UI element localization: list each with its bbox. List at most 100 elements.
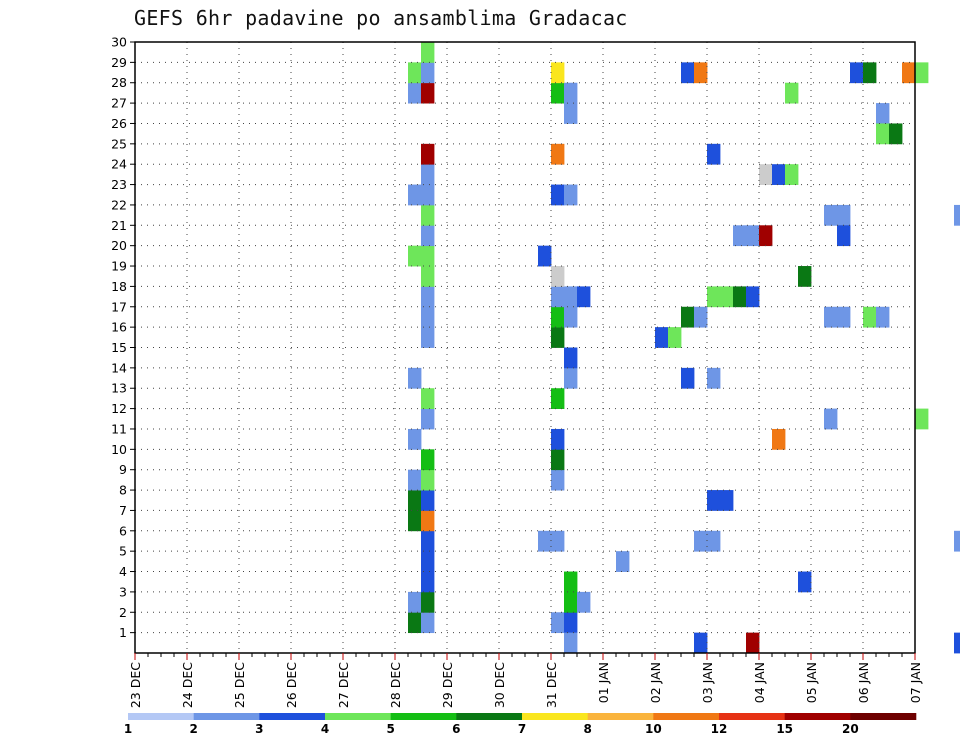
heatmap-cell — [551, 306, 565, 328]
heatmap-cell — [694, 62, 708, 84]
y-tick-label: 24 — [111, 157, 127, 172]
heatmap-cell — [577, 286, 591, 308]
colorbar-swatch — [587, 713, 654, 720]
y-tick-label: 25 — [111, 136, 127, 151]
y-tick-label: 12 — [111, 401, 127, 416]
heatmap-cell — [707, 490, 721, 511]
heatmap-cell — [551, 388, 565, 409]
heatmap-cell — [798, 571, 812, 593]
heatmap-cell — [772, 164, 786, 185]
heatmap-cell — [564, 591, 578, 613]
heatmap-cell — [863, 62, 877, 84]
x-tick-label: 23 DEC — [128, 662, 143, 708]
y-tick-label: 6 — [119, 523, 127, 538]
heatmap-cell — [837, 306, 851, 328]
heatmap-cell — [707, 367, 721, 389]
grid-lines — [135, 42, 915, 653]
heatmap-cell — [551, 266, 565, 287]
colorbar-swatch — [259, 713, 326, 720]
heatmap-cell — [408, 82, 422, 104]
heatmap-cell — [538, 530, 552, 552]
colorbar-label: 10 — [645, 722, 662, 736]
heatmap-cell — [824, 306, 838, 328]
heatmap-cell — [421, 469, 435, 491]
heatmap-cell — [733, 225, 747, 247]
x-tick-label: 04 JAN — [752, 662, 767, 703]
x-tick-label: 02 JAN — [648, 662, 663, 703]
x-tick-label: 01 JAN — [596, 662, 611, 703]
heatmap-cell — [681, 62, 695, 84]
heatmap-cell — [421, 164, 435, 185]
heatmap-cell — [954, 530, 960, 552]
colorbar-label: 3 — [255, 722, 263, 736]
heatmap-cell — [707, 530, 721, 552]
heatmap-cell — [876, 306, 890, 328]
x-tick-label: 06 JAN — [856, 662, 871, 703]
heatmap-cell — [564, 82, 578, 104]
y-tick-label: 16 — [111, 320, 127, 335]
heatmap-cell — [421, 388, 435, 409]
heatmap-cell — [694, 632, 708, 654]
heatmap-cell — [694, 530, 708, 552]
heatmap-cell — [616, 551, 630, 572]
y-tick-label: 13 — [111, 381, 127, 396]
heatmap-cell — [954, 632, 960, 654]
heatmap-cell — [746, 286, 760, 308]
heatmap-cell — [876, 123, 890, 145]
colorbar-label: 1 — [124, 722, 132, 736]
y-tick-label: 19 — [111, 259, 127, 274]
colorbar-swatch — [390, 713, 457, 720]
heatmap-cell — [551, 184, 565, 206]
heatmap-cell — [421, 530, 435, 552]
heatmap-cell — [850, 62, 864, 84]
colorbar-label: 6 — [452, 722, 460, 736]
y-tick-label: 18 — [111, 279, 127, 294]
heatmap-cell — [421, 408, 435, 430]
x-tick-label: 30 DEC — [492, 662, 507, 708]
x-tick-label: 29 DEC — [440, 662, 455, 708]
heatmap-cell — [564, 632, 578, 654]
heatmap-cell — [551, 327, 565, 348]
colorbar-swatch — [522, 713, 588, 720]
x-axis: 23 DEC 24 DEC 25 DEC 26 DEC 27 DEC 28 DEC 29 D… — [128, 653, 923, 708]
y-tick-label: 29 — [111, 55, 127, 70]
heatmap-cell — [915, 408, 929, 430]
heatmap-cell — [564, 347, 578, 369]
y-axis: 1234567891011121314151617181920212223242… — [111, 35, 135, 640]
heatmap-cell — [824, 204, 838, 226]
heatmap-cell — [564, 103, 578, 124]
y-tick-label: 8 — [119, 483, 127, 498]
y-tick-label: 3 — [119, 584, 127, 599]
heatmap-cell — [551, 82, 565, 104]
heatmap-cell — [551, 143, 565, 165]
colorbar-swatch — [850, 713, 917, 720]
heatmap-cell — [837, 225, 851, 247]
colorbar: 1 2 3 4 5 6 7 8 10 12 15 20 — [124, 713, 917, 736]
y-tick-label: 5 — [119, 544, 127, 559]
colorbar-label: 4 — [321, 722, 329, 736]
heatmap-cell — [889, 123, 903, 145]
heatmap-cell — [421, 591, 435, 613]
heatmap-cell — [876, 103, 890, 124]
heatmap-cell — [551, 62, 565, 84]
heatmap-cell — [421, 225, 435, 247]
colorbar-swatch — [653, 713, 720, 720]
colorbar-label: 20 — [842, 722, 859, 736]
heatmap-cell — [421, 82, 435, 104]
heatmap-cell — [551, 469, 565, 491]
y-tick-label: 23 — [111, 177, 127, 192]
heatmap-cell — [421, 327, 435, 348]
heatmap-cell — [408, 428, 422, 450]
x-tick-label: 05 JAN — [804, 662, 819, 703]
y-tick-label: 11 — [111, 421, 127, 436]
heatmap-cell — [408, 367, 422, 389]
x-tick-label: 31 DEC — [544, 662, 559, 708]
heatmap-cell — [694, 306, 708, 328]
x-tick-label: 07 JAN — [908, 662, 923, 703]
heatmap-cell — [681, 306, 695, 328]
heatmap-cell — [421, 551, 435, 572]
heatmap-cell — [551, 530, 565, 552]
y-tick-label: 30 — [111, 35, 127, 50]
heatmap-cell — [421, 42, 435, 63]
